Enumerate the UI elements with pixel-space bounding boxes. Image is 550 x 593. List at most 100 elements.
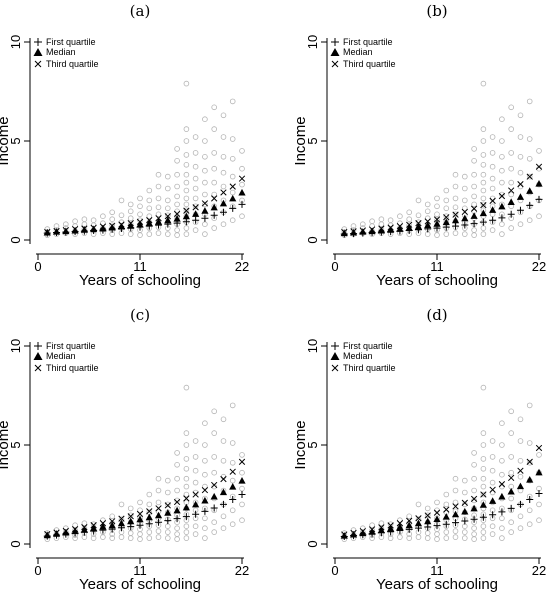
- third-quartile-point: [146, 508, 153, 515]
- observation-point: [499, 138, 505, 144]
- observation-point: [424, 215, 431, 222]
- y-tick-label: 5: [8, 137, 23, 144]
- third-quartile-point: [415, 220, 422, 227]
- observation-point: [369, 218, 375, 225]
- median-point: [433, 515, 441, 523]
- observation-point: [452, 487, 459, 494]
- third-quartile-point: [526, 458, 533, 465]
- observation-point: [146, 231, 153, 237]
- observation-point: [155, 204, 162, 211]
- observation-point: [202, 515, 208, 522]
- observation-point: [480, 456, 487, 462]
- panel-title: (c): [130, 306, 150, 324]
- observation-point: [146, 213, 153, 220]
- third-quartile-point: [229, 183, 236, 190]
- observation-point: [239, 452, 245, 458]
- observation-point: [118, 212, 125, 219]
- legend-label-median: Median: [46, 47, 76, 57]
- y-tick-label: 10: [8, 339, 23, 353]
- panel-c: (c) 0 5 10 0 11 22 Years of schooling In…: [0, 306, 249, 593]
- legend-triangle-icon: [330, 48, 340, 56]
- y-tick-label: 10: [8, 35, 23, 49]
- observation-point: [452, 195, 459, 202]
- median-point: [451, 216, 460, 224]
- observation-point: [239, 517, 245, 524]
- observation-point: [155, 528, 162, 534]
- first-quartile-point: [182, 513, 190, 521]
- observation-point: [183, 442, 190, 448]
- median-point: [359, 228, 367, 235]
- observation-point: [183, 187, 190, 194]
- median-point: [71, 527, 79, 535]
- observation-point: [229, 156, 236, 162]
- x-tick-label: 11: [430, 563, 444, 578]
- observation-point: [155, 487, 162, 494]
- third-quartile-point: [535, 163, 543, 170]
- third-quartile-point: [192, 491, 199, 498]
- observation-point: [424, 530, 431, 536]
- third-quartile-point: [183, 207, 190, 214]
- observation-point: [489, 134, 496, 140]
- observation-point: [480, 529, 487, 535]
- observation-point: [174, 475, 180, 482]
- third-quartile-point: [508, 187, 515, 194]
- observation-point: [183, 231, 190, 237]
- observation-point: [499, 179, 505, 186]
- median-point: [145, 513, 153, 521]
- median-point: [108, 223, 116, 231]
- observation-point: [127, 215, 134, 222]
- observation-point: [229, 402, 236, 409]
- observation-point: [489, 531, 496, 537]
- observation-point: [517, 513, 524, 520]
- legend-label-third-quartile: Third quartile: [46, 363, 99, 373]
- first-quartile-point: [155, 518, 163, 526]
- observation-point: [109, 209, 115, 216]
- median-point: [535, 468, 543, 476]
- observation-point: [192, 467, 199, 474]
- median-point: [349, 530, 358, 538]
- median-point: [90, 225, 98, 233]
- observation-point: [406, 209, 412, 216]
- third-quartile-point: [461, 208, 468, 216]
- third-quartile-point: [424, 218, 431, 225]
- observation-point: [434, 232, 440, 238]
- observation-point: [499, 471, 505, 478]
- third-quartile-point: [164, 502, 171, 509]
- y-tick-label: 10: [305, 35, 320, 49]
- median-point: [489, 206, 497, 213]
- observation-point: [480, 187, 487, 194]
- observation-point: [192, 175, 199, 182]
- median-point: [387, 524, 395, 532]
- observation-point: [443, 535, 450, 541]
- observation-point: [183, 126, 190, 132]
- legend-label-third-quartile: Third quartile: [343, 59, 396, 69]
- observation-point: [165, 501, 171, 508]
- observation-point: [378, 221, 385, 228]
- third-quartile-point: [387, 522, 394, 529]
- third-quartile-point: [90, 224, 97, 231]
- x-tick-label: 0: [34, 259, 41, 274]
- observation-point: [81, 520, 88, 527]
- observation-point: [424, 505, 431, 512]
- observation-point: [192, 438, 199, 444]
- observation-point: [155, 211, 162, 218]
- y-axis-title: Income: [0, 420, 12, 469]
- observation-point: [480, 201, 487, 208]
- observation-point: [174, 193, 180, 200]
- median-point: [396, 225, 404, 232]
- observation-point: [452, 528, 459, 534]
- median-point: [526, 476, 534, 483]
- median-point: [154, 511, 163, 519]
- observation-point: [146, 197, 153, 204]
- observation-point: [471, 475, 477, 482]
- median-point: [182, 503, 190, 511]
- observation-point: [211, 430, 218, 436]
- observation-point: [424, 201, 431, 208]
- observation-point: [183, 201, 190, 208]
- observation-point: [526, 98, 533, 105]
- third-quartile-point: [136, 510, 144, 518]
- first-quartile-point: [526, 201, 534, 209]
- observation-point: [480, 171, 487, 178]
- median-point: [498, 492, 506, 500]
- observation-point: [211, 408, 218, 415]
